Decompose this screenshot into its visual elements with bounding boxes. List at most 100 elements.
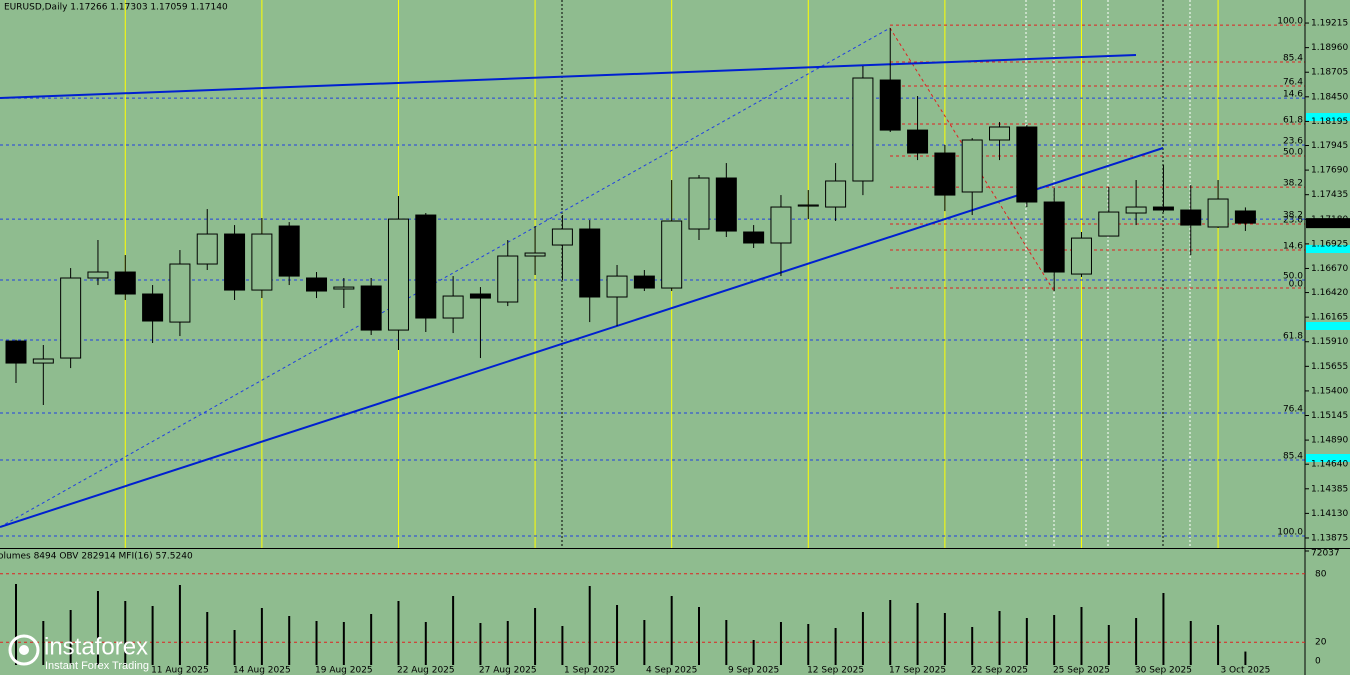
y-tick-label: 1.13875 xyxy=(1311,533,1348,543)
fib-label: 23.6 xyxy=(1283,216,1303,226)
candle-body xyxy=(551,228,573,246)
x-tick-label: 1 Sep 2025 xyxy=(564,666,615,675)
candle-body xyxy=(387,218,409,331)
fib-label: 100.0 xyxy=(1277,528,1303,538)
fib-label: 76.4 xyxy=(1283,405,1303,415)
fib-label: 50.0 xyxy=(1283,148,1303,158)
candle-body xyxy=(333,286,355,290)
candle-body xyxy=(852,77,874,182)
candle-body xyxy=(442,295,464,319)
candle-body xyxy=(1098,211,1120,237)
fib-label: 14.6 xyxy=(1283,242,1303,252)
volume-header: olumes 8494 OBV 282914 MFI(16) 57.5240 xyxy=(0,552,193,562)
candle-body xyxy=(1207,198,1229,228)
logo-icon xyxy=(8,634,40,666)
candle-body xyxy=(1180,209,1202,226)
candle-body xyxy=(961,139,983,193)
y-tick-label: 1.16420 xyxy=(1311,288,1348,298)
x-tick-label: 30 Sep 2025 xyxy=(1135,666,1192,675)
y-tick-label: 1.16165 xyxy=(1311,313,1348,323)
fib-label: 23.6 xyxy=(1283,137,1303,147)
fib-anchor xyxy=(889,27,1055,292)
last-price-box xyxy=(1306,218,1350,229)
candle-body xyxy=(469,293,491,299)
candle-body xyxy=(1070,237,1092,275)
candle-body xyxy=(497,255,519,303)
x-tick-label: 11 Aug 2025 xyxy=(151,666,209,675)
x-tick-label: 9 Sep 2025 xyxy=(728,666,779,675)
y-tick-label: 1.17690 xyxy=(1311,166,1348,176)
candle-body xyxy=(579,228,601,298)
candle-body xyxy=(32,358,54,364)
x-tick-label: 22 Aug 2025 xyxy=(397,666,455,675)
volume-panel: 72037 0 20 80 xyxy=(0,549,1340,667)
candle-body xyxy=(278,225,300,277)
candles xyxy=(5,28,1256,405)
fibonacci: 100.085.476.461.850.038.223.614.60.014.6… xyxy=(0,17,1305,538)
logo-name: instaforex xyxy=(44,633,148,660)
candle-body xyxy=(1152,206,1174,211)
last-price-label: 1.17140 xyxy=(1311,219,1348,229)
candle-body xyxy=(1125,206,1147,214)
candle-body xyxy=(907,129,929,154)
level-marker xyxy=(1306,454,1350,462)
x-tick-label: 22 Sep 2025 xyxy=(971,666,1028,675)
y-tick-label: 1.16670 xyxy=(1311,264,1348,274)
y-tick-label: 1.18195 xyxy=(1311,117,1348,127)
candle-body xyxy=(169,263,191,323)
candle-body xyxy=(770,206,792,244)
level-marker xyxy=(1306,322,1350,330)
candle-body xyxy=(251,233,273,291)
level-marker xyxy=(1306,245,1350,253)
candle-body xyxy=(360,285,382,331)
y-tick-label: 1.15910 xyxy=(1311,337,1348,347)
trend-lines xyxy=(0,27,1164,528)
candle-body xyxy=(825,180,847,208)
x-tick-label: 17 Sep 2025 xyxy=(889,666,946,675)
trend-line xyxy=(0,54,1137,99)
y-tick-label: 1.18705 xyxy=(1311,68,1348,78)
fib-label: 61.8 xyxy=(1283,332,1303,342)
y-tick-label: 1.18960 xyxy=(1311,43,1348,53)
candle-body xyxy=(415,214,437,319)
x-tick-label: 19 Aug 2025 xyxy=(315,666,373,675)
candle-body xyxy=(87,271,109,279)
y-tick-label: 1.18450 xyxy=(1311,92,1348,102)
fib-label: 38.2 xyxy=(1283,179,1303,189)
candle-body xyxy=(989,126,1011,141)
x-tick-label: 14 Aug 2025 xyxy=(233,666,291,675)
y-tick-label: 1.15145 xyxy=(1311,411,1348,421)
y-tick-label: 72037 xyxy=(1311,549,1340,559)
y-tick-label: 1.14640 xyxy=(1311,460,1348,470)
fib-anchor xyxy=(0,27,891,528)
fib-label: 0.0 xyxy=(1289,280,1304,290)
symbol-header: EURUSD,Daily 1.17266 1.17303 1.17059 1.1… xyxy=(4,3,228,13)
candle-body xyxy=(1016,126,1038,203)
y2-tick-label: 0 xyxy=(1315,657,1321,667)
y2-tick-label: 80 xyxy=(1315,569,1327,579)
logo-icon xyxy=(19,645,29,655)
logo: instaforex Instant Forex Trading xyxy=(8,633,149,672)
candle-body xyxy=(633,275,655,289)
candle-body xyxy=(879,79,901,131)
fib-label: 50.0 xyxy=(1283,272,1303,282)
candle-body xyxy=(606,275,628,298)
candle-body xyxy=(661,220,683,289)
y-tick-label: 1.15400 xyxy=(1311,386,1348,396)
candle-body xyxy=(1043,201,1065,273)
logo-tagline: Instant Forex Trading xyxy=(45,660,149,672)
candle-body xyxy=(715,177,737,232)
y-tick-label: 1.17945 xyxy=(1311,141,1348,151)
level-marker xyxy=(1306,113,1350,121)
candle-body xyxy=(306,277,328,292)
candle-body xyxy=(1234,210,1256,224)
y-tick-label: 1.14130 xyxy=(1311,509,1348,519)
candle-body xyxy=(114,271,136,295)
x-tick-label: 12 Sep 2025 xyxy=(807,666,864,675)
y-tick-label: 1.14385 xyxy=(1311,484,1348,494)
candle-body xyxy=(688,177,710,230)
x-tick-label: 3 Oct 2025 xyxy=(1220,666,1270,675)
x-tick-label: 4 Sep 2025 xyxy=(646,666,697,675)
